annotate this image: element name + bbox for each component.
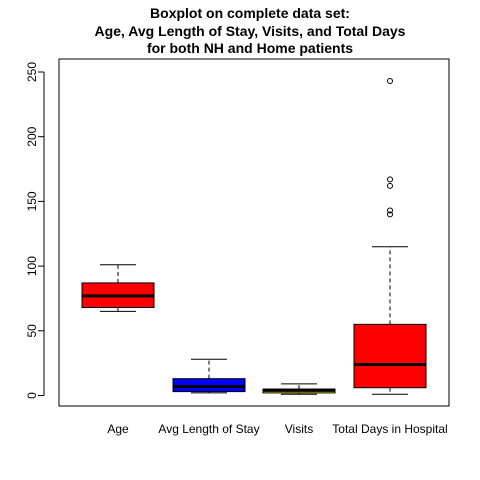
box-age	[81, 264, 155, 312]
outlier-point	[387, 176, 393, 183]
chart-subtitle-line-2: for both NH and Home patients	[147, 40, 353, 56]
outlier-point	[387, 78, 393, 85]
x-tick-label: Total Days in Hospital	[332, 422, 447, 436]
x-axis-labels: Age Avg Length of Stay Visits Total Days in…	[107, 422, 447, 436]
boxes-group	[81, 78, 427, 395]
x-tick-label: Age	[107, 422, 129, 436]
x-tick-label: Visits	[285, 422, 313, 436]
y-tick-label: 50	[25, 324, 39, 338]
chart-subtitle-line-1: Age, Avg Length of Stay, Visits, and Tot…	[95, 23, 406, 39]
box-avg-length-of-stay	[172, 358, 246, 394]
plot-frame	[58, 58, 450, 407]
y-tick-label: 250	[25, 62, 39, 82]
outlier-point	[387, 182, 393, 189]
box-visits	[262, 383, 336, 395]
y-tick-label: 150	[25, 191, 39, 211]
outlier-point	[387, 207, 393, 214]
box-body	[353, 323, 427, 389]
y-axis: 0 50 100 150 200 250	[25, 62, 45, 399]
chart-title: Boxplot on complete data set:	[150, 5, 350, 21]
y-tick-label: 200	[25, 126, 39, 146]
box-total-days-in-hospital	[353, 78, 427, 395]
x-tick-label: Avg Length of Stay	[158, 422, 259, 436]
outlier-point	[387, 211, 393, 218]
y-tick-label: 0	[25, 392, 39, 399]
y-tick-label: 100	[25, 256, 39, 276]
